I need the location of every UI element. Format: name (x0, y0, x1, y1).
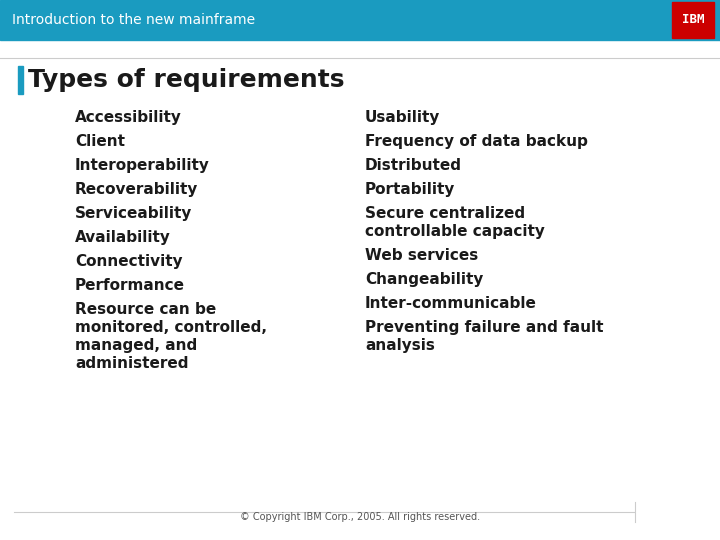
Text: Serviceability: Serviceability (75, 206, 192, 221)
Text: Web services: Web services (365, 248, 478, 263)
Text: Inter-communicable: Inter-communicable (365, 296, 537, 311)
Text: Distributed: Distributed (365, 158, 462, 173)
Text: Types of requirements: Types of requirements (28, 68, 344, 92)
Bar (18, 66, 23, 94)
Text: Introduction to the new mainframe: Introduction to the new mainframe (12, 13, 255, 27)
Text: Availability: Availability (75, 230, 171, 245)
Bar (672, 2, 714, 38)
Text: controllable capacity: controllable capacity (365, 224, 545, 239)
Text: managed, and: managed, and (75, 338, 197, 353)
Text: Usability: Usability (365, 110, 441, 125)
Text: administered: administered (75, 356, 189, 371)
Text: Performance: Performance (75, 278, 185, 293)
Text: Recoverability: Recoverability (75, 182, 199, 197)
Text: Accessibility: Accessibility (75, 110, 182, 125)
Text: analysis: analysis (365, 338, 435, 353)
Text: Changeability: Changeability (365, 272, 483, 287)
Text: Frequency of data backup: Frequency of data backup (365, 134, 588, 149)
Text: Resource can be: Resource can be (75, 302, 216, 317)
Bar (0, 0, 720, 40)
Text: Portability: Portability (365, 182, 455, 197)
Text: Secure centralized: Secure centralized (365, 206, 525, 221)
Text: Interoperability: Interoperability (75, 158, 210, 173)
Text: IBM: IBM (682, 14, 704, 26)
Text: © Copyright IBM Corp., 2005. All rights reserved.: © Copyright IBM Corp., 2005. All rights … (240, 512, 480, 522)
Text: Connectivity: Connectivity (75, 254, 183, 269)
Text: monitored, controlled,: monitored, controlled, (75, 320, 267, 335)
Text: Client: Client (75, 134, 125, 149)
Text: Preventing failure and fault: Preventing failure and fault (365, 320, 603, 335)
